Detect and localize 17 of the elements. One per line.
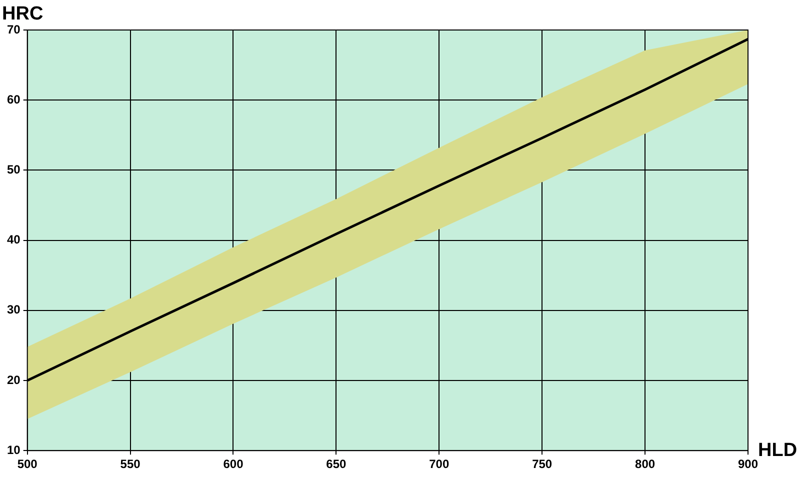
- x-tick-label: 700: [429, 457, 450, 472]
- y-tick-label: 70: [6, 22, 21, 36]
- y-tick-label: 60: [6, 92, 21, 106]
- x-tick-label: 800: [635, 457, 656, 472]
- x-tick-label: 650: [326, 457, 347, 472]
- x-tick-label: 750: [532, 457, 552, 472]
- x-tick-label: 550: [120, 457, 141, 472]
- x-axis-title: HLD: [758, 440, 798, 461]
- y-tick-label: 50: [6, 162, 21, 177]
- y-tick-label: 40: [6, 232, 21, 247]
- x-tick-label: 600: [223, 457, 244, 472]
- x-tick-label: 500: [17, 457, 38, 472]
- y-tick-label: 30: [6, 302, 21, 317]
- y-axis-title: HRC: [2, 4, 44, 25]
- y-tick-label: 20: [6, 372, 21, 387]
- y-tick-label: 10: [6, 442, 21, 457]
- x-tick-label: 900: [738, 457, 758, 472]
